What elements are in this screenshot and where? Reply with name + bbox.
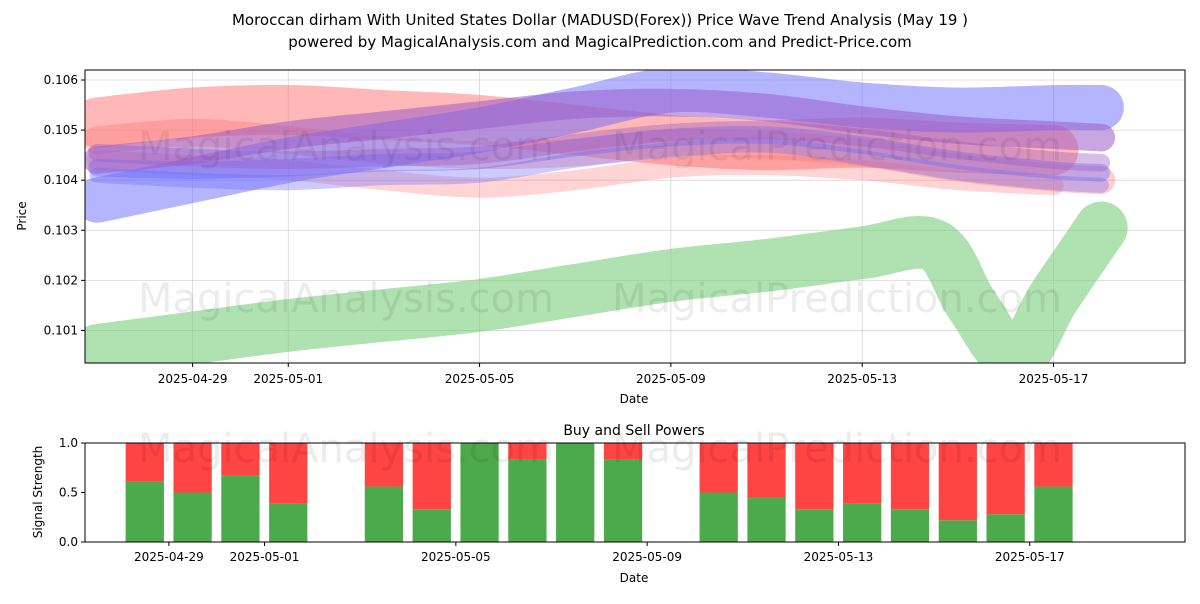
buy-bar: [843, 503, 882, 542]
price-series-clip: [85, 70, 1128, 363]
buy-sell-x-tick-label: 2025-05-17: [995, 550, 1065, 564]
buy-bar: [269, 503, 308, 542]
buy-bar: [508, 459, 547, 542]
buy-bar: [938, 520, 977, 542]
sell-bar: [890, 443, 930, 510]
price-wave-green-8: [85, 201, 1128, 363]
sell-bar: [412, 443, 451, 510]
price-x-tick-label: 2025-05-13: [827, 372, 897, 386]
buy-sell-y-tick-label: 0.0: [59, 535, 78, 549]
price-series-group: [85, 70, 1128, 363]
chart-title-line1: Moroccan dirham With United States Dolla…: [232, 11, 968, 29]
sell-bar: [986, 443, 1025, 515]
buy-sell-x-tick-label: 2025-05-01: [230, 550, 300, 564]
buy-sell-title: Buy and Sell Powers: [563, 423, 704, 439]
price-y-tick-label: 0.102: [44, 273, 78, 287]
price-x-tick-label: 2025-04-29: [158, 372, 228, 386]
buy-sell-x-tick-label: 2025-05-13: [804, 550, 874, 564]
buy-bar: [556, 443, 595, 542]
price-y-tick-label: 0.103: [44, 223, 78, 237]
buy-sell-y-tick-label: 0.5: [59, 486, 78, 500]
watermark-prediction: MagicalPrediction.com: [612, 276, 1062, 322]
watermark-analysis-bottom: MagicalAnalysis.com: [138, 426, 554, 472]
price-wave-blue-5: [89, 137, 1109, 193]
watermark-analysis-upper: MagicalAnalysis.com: [138, 124, 554, 170]
sell-bar: [843, 443, 882, 504]
buy-bar: [603, 459, 643, 542]
sell-bar: [699, 443, 738, 493]
price-wave-purple-7: [88, 121, 1111, 172]
sell-bar: [221, 443, 260, 476]
sell-bar: [795, 443, 834, 510]
sell-bar: [269, 443, 308, 504]
sell-bar: [747, 443, 786, 498]
sell-bar: [364, 443, 404, 487]
price-y-tick-label: 0.105: [44, 123, 78, 137]
buy-bar: [460, 443, 499, 542]
price-axis-ticks: 2025-04-29 2025-05-01 2025-05-05 2025-05-09…: [44, 73, 1089, 386]
sell-bar: [1034, 443, 1073, 487]
price-y-tick-label: 0.104: [44, 173, 78, 187]
buy-sell-chart: Buy and Sell Powers MagicalAnalysis.com …: [31, 423, 1186, 585]
price-x-tick-label: 2025-05-05: [445, 372, 515, 386]
chart-title-line2: powered by MagicalAnalysis.com and Magic…: [288, 33, 912, 51]
sell-bar: [938, 443, 977, 521]
buy-sell-axis-ticks: 2025-04-29 2025-05-01 2025-05-05 2025-05-09…: [59, 436, 1065, 564]
price-wave-chart: MagicalAnalysis.com MagicalPrediction.co…: [15, 69, 1186, 406]
buy-bar: [221, 475, 260, 542]
price-wave-blue-4: [88, 125, 1111, 182]
buy-sell-x-tick-label: 2025-05-09: [612, 550, 682, 564]
buy-sell-x-axis-label: Date: [620, 571, 649, 585]
price-x-axis-label: Date: [620, 392, 649, 406]
buy-bar: [412, 509, 451, 542]
price-y-tick-label: 0.106: [44, 73, 78, 87]
buy-sell-x-tick-label: 2025-04-29: [134, 550, 204, 564]
buy-bar: [747, 497, 786, 542]
buy-bar: [986, 514, 1025, 542]
buy-bar: [890, 509, 930, 542]
buy-sell-y-tick-label: 1.0: [59, 436, 78, 450]
buy-sell-bars: [125, 443, 1073, 542]
sell-bar: [173, 443, 212, 493]
buy-bar: [699, 492, 738, 542]
price-x-tick-label: 2025-05-09: [636, 372, 706, 386]
watermark-prediction-upper: MagicalPrediction.com: [612, 124, 1062, 170]
watermark-analysis: MagicalAnalysis.com: [138, 276, 554, 322]
price-x-tick-label: 2025-05-17: [1019, 372, 1089, 386]
buy-bar: [364, 486, 404, 542]
sell-bar: [508, 443, 547, 460]
buy-bar: [795, 509, 834, 542]
buy-bar: [125, 481, 164, 542]
watermark-prediction-bottom: MagicalPrediction.com: [612, 426, 1062, 472]
price-plot-frame: [84, 69, 1186, 364]
price-wave-purple-6: [85, 88, 1116, 174]
sell-bar: [603, 443, 643, 460]
buy-bar: [1034, 486, 1073, 542]
price-y-tick-label: 0.101: [44, 323, 78, 337]
buy-sell-y-axis-label: Signal Strength: [31, 446, 45, 539]
sell-bar: [125, 443, 164, 482]
price-y-axis-label: Price: [15, 201, 29, 230]
buy-sell-x-tick-label: 2025-05-05: [421, 550, 491, 564]
price-x-tick-label: 2025-05-01: [253, 372, 323, 386]
buy-bar: [173, 492, 212, 542]
